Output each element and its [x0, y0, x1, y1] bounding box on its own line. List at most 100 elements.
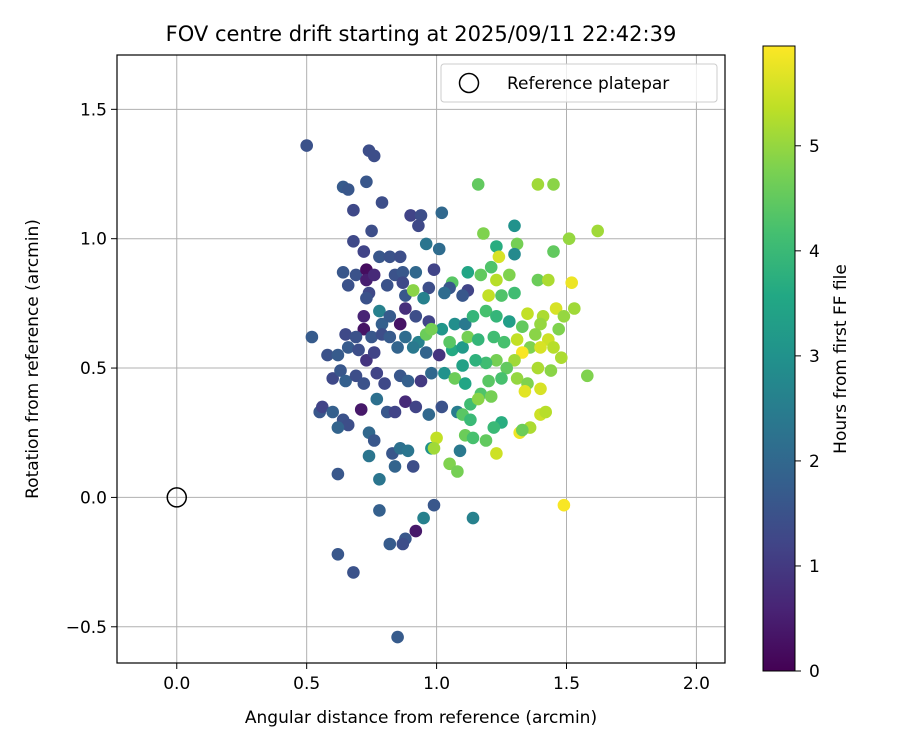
scatter-point	[388, 405, 402, 419]
scatter-point	[419, 346, 433, 359]
scatter-point	[412, 219, 425, 233]
scatter-point	[334, 364, 347, 377]
x-tick-label: 0.0	[163, 674, 190, 694]
scatter-point	[396, 266, 410, 279]
scatter-point	[487, 330, 501, 344]
colorbar: 0 1 2 3 4 5 Hours from first FF file	[762, 45, 851, 682]
scatter-point	[367, 434, 381, 447]
scatter-point	[349, 369, 363, 383]
scatter-point	[461, 266, 475, 279]
scatter-point	[435, 400, 449, 414]
scatter-point	[383, 250, 397, 264]
scatter-point	[516, 346, 529, 359]
scatter-point	[508, 247, 521, 261]
scatter-point	[409, 400, 423, 414]
x-tick-label: 2.0	[683, 674, 710, 694]
scatter-point	[495, 289, 508, 302]
scatter-point	[349, 268, 363, 282]
scatter-point	[373, 473, 386, 486]
scatter-point	[591, 224, 604, 238]
scatter-point	[458, 377, 472, 390]
scatter-point	[482, 374, 495, 388]
scatter-point	[497, 335, 511, 349]
scatter-point	[383, 310, 397, 323]
scatter-point	[347, 566, 360, 579]
scatter-point	[383, 330, 397, 344]
legend-box	[440, 63, 718, 103]
scatter-point	[419, 237, 433, 251]
y-tick-label: 0.0	[80, 488, 107, 508]
scatter-point	[490, 273, 503, 287]
scatter-point	[326, 372, 340, 385]
scatter-points	[166, 139, 604, 644]
colorbar-tick-label: 4	[809, 242, 820, 262]
plot-axes: 0.0 0.5 1.0 1.5 2.0 −0.5 0.0 0.5 1.0 1.5	[66, 54, 726, 694]
scatter-point	[383, 537, 397, 551]
scatter-point	[456, 341, 469, 354]
scatter-point	[367, 346, 381, 359]
scatter-point	[378, 377, 391, 390]
scatter-point	[479, 304, 493, 318]
scatter-point	[443, 335, 456, 349]
scatter-point	[316, 400, 329, 414]
scatter-point	[466, 511, 480, 525]
scatter-point	[534, 317, 547, 331]
scatter-point	[331, 421, 345, 434]
scatter-point	[503, 268, 516, 282]
scatter-point	[406, 460, 420, 473]
scatter-point	[373, 504, 386, 517]
scatter-point	[521, 307, 534, 321]
scatter-point	[360, 291, 373, 305]
scatter-point	[539, 405, 552, 419]
scatter-point	[565, 276, 578, 290]
scatter-point	[469, 354, 482, 367]
scatter-point	[357, 377, 371, 390]
scatter-point	[331, 467, 345, 481]
scatter-point	[510, 333, 524, 346]
scatter-point	[508, 219, 521, 233]
scatter-point	[464, 413, 477, 427]
scatter-point	[581, 369, 594, 383]
scatter-point	[321, 348, 334, 362]
scatter-point	[490, 354, 503, 367]
scatter-point	[339, 328, 352, 341]
scatter-point	[438, 366, 451, 380]
scatter-point	[341, 183, 355, 196]
scatter-point	[427, 498, 441, 512]
scatter-point	[417, 291, 430, 305]
scatter-point	[435, 322, 449, 336]
scatter-point	[448, 372, 462, 385]
scatter-point	[552, 322, 565, 336]
colorbar-tick-label: 3	[809, 347, 820, 367]
scatter-point	[409, 310, 423, 323]
scatter-point	[370, 366, 384, 380]
scatter-point	[435, 206, 449, 220]
scatter-point	[347, 203, 360, 217]
scatter-point	[365, 224, 378, 238]
scatter-point	[365, 330, 378, 344]
scatter-point	[557, 310, 571, 323]
scatter-point	[432, 242, 446, 256]
scatter-point	[448, 317, 462, 331]
scatter-point	[422, 408, 436, 421]
scatter-point	[547, 245, 560, 258]
y-axis-label: Rotation from reference (arcmin)	[23, 219, 43, 499]
scatter-point	[357, 245, 371, 258]
colorbar-tick-label: 0	[809, 662, 820, 682]
scatter-point	[396, 537, 410, 551]
scatter-point	[430, 431, 443, 445]
scatter-point	[490, 447, 503, 460]
scatter-point	[490, 240, 503, 253]
scatter-point	[425, 322, 438, 336]
scatter-point	[341, 418, 355, 432]
scatter-point	[375, 196, 389, 209]
scatter-point	[477, 227, 490, 240]
scatter-point	[399, 302, 412, 315]
scatter-point	[466, 431, 480, 445]
scatter-point	[461, 330, 475, 344]
scatter-point	[380, 279, 394, 292]
scatter-point	[443, 457, 456, 471]
scatter-point	[341, 341, 355, 354]
scatter-point	[482, 289, 495, 302]
